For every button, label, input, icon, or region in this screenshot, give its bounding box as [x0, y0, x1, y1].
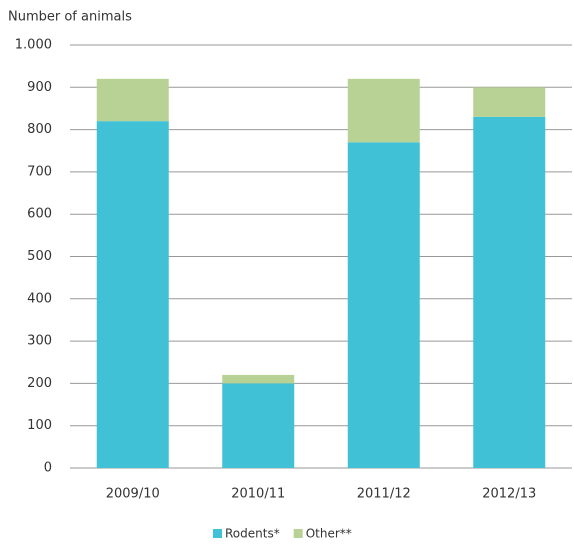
y-tick-label: 1.000	[15, 38, 52, 53]
y-tick-label: 100	[27, 418, 52, 433]
bar-segment	[222, 374, 295, 384]
y-tick-label: 200	[27, 376, 52, 391]
y-tick-label: 700	[27, 164, 52, 179]
y-tick-label: 800	[27, 122, 52, 137]
legend-label: Other**	[306, 527, 352, 541]
bar-segment	[473, 87, 546, 117]
y-tick-label: 300	[27, 334, 52, 349]
legend-swatch	[293, 529, 303, 538]
y-axis-label: Number of animals	[8, 10, 132, 25]
y-tick-label: 600	[27, 207, 52, 222]
bar-segment	[347, 142, 420, 469]
bar-segment	[347, 78, 420, 143]
y-tick-label: 900	[27, 80, 52, 95]
x-tick-label: 2009/10	[106, 487, 160, 502]
bar-segment	[96, 78, 169, 122]
legend-swatch	[213, 529, 222, 538]
x-tick-label: 2010/11	[231, 487, 285, 502]
y-tick-label: 400	[27, 291, 52, 306]
y-tick-label: 0	[44, 461, 52, 476]
bar-segment	[222, 383, 295, 468]
legend-label: Rodents*	[225, 527, 280, 541]
bar-segment	[473, 116, 546, 468]
x-tick-label: 2011/12	[357, 487, 411, 502]
y-tick-label: 500	[27, 249, 52, 264]
x-tick-label: 2012/13	[482, 487, 536, 502]
bar-segment	[96, 121, 169, 468]
